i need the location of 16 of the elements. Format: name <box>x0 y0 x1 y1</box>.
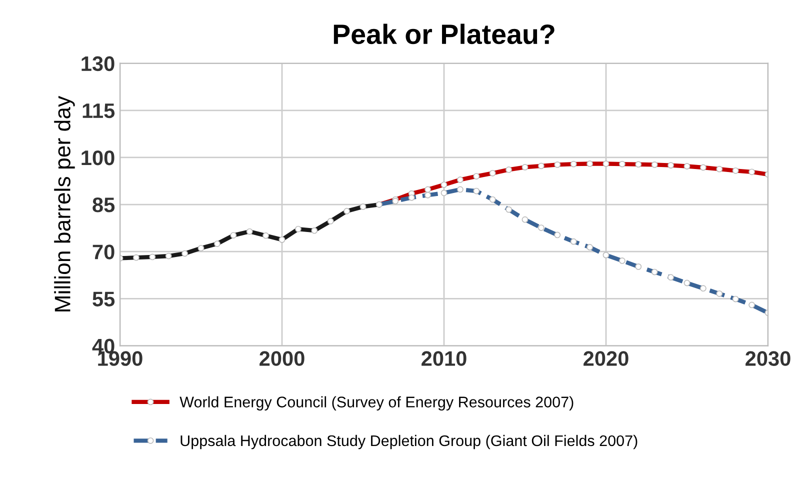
legend-label: Uppsala Hydrocabon Study Depletion Group (Giant Oil Fields 2007) <box>180 434 638 450</box>
y-tick-label: 100 <box>82 150 114 166</box>
x-tick-label: 2000 <box>260 351 304 366</box>
x-tick-label: 1990 <box>98 351 142 366</box>
legend-label: World Energy Council (Survey of Energy Resources 2007) <box>180 396 574 410</box>
chart-title: Peak or Plateau? <box>334 24 554 44</box>
x-tick-label: 2010 <box>422 351 466 366</box>
y-tick-label: 85 <box>92 198 115 212</box>
y-tick-label: 70 <box>92 244 114 260</box>
y-tick-label: 55 <box>92 292 115 306</box>
y-tick-label: 115 <box>82 104 115 118</box>
x-tick-label: 2020 <box>584 351 628 366</box>
y-tick-label: 40 <box>92 338 114 354</box>
y-axis-title: Million barrels per day <box>54 96 75 312</box>
x-tick-label: 2030 <box>746 351 790 366</box>
y-tick-label: 130 <box>82 56 114 72</box>
